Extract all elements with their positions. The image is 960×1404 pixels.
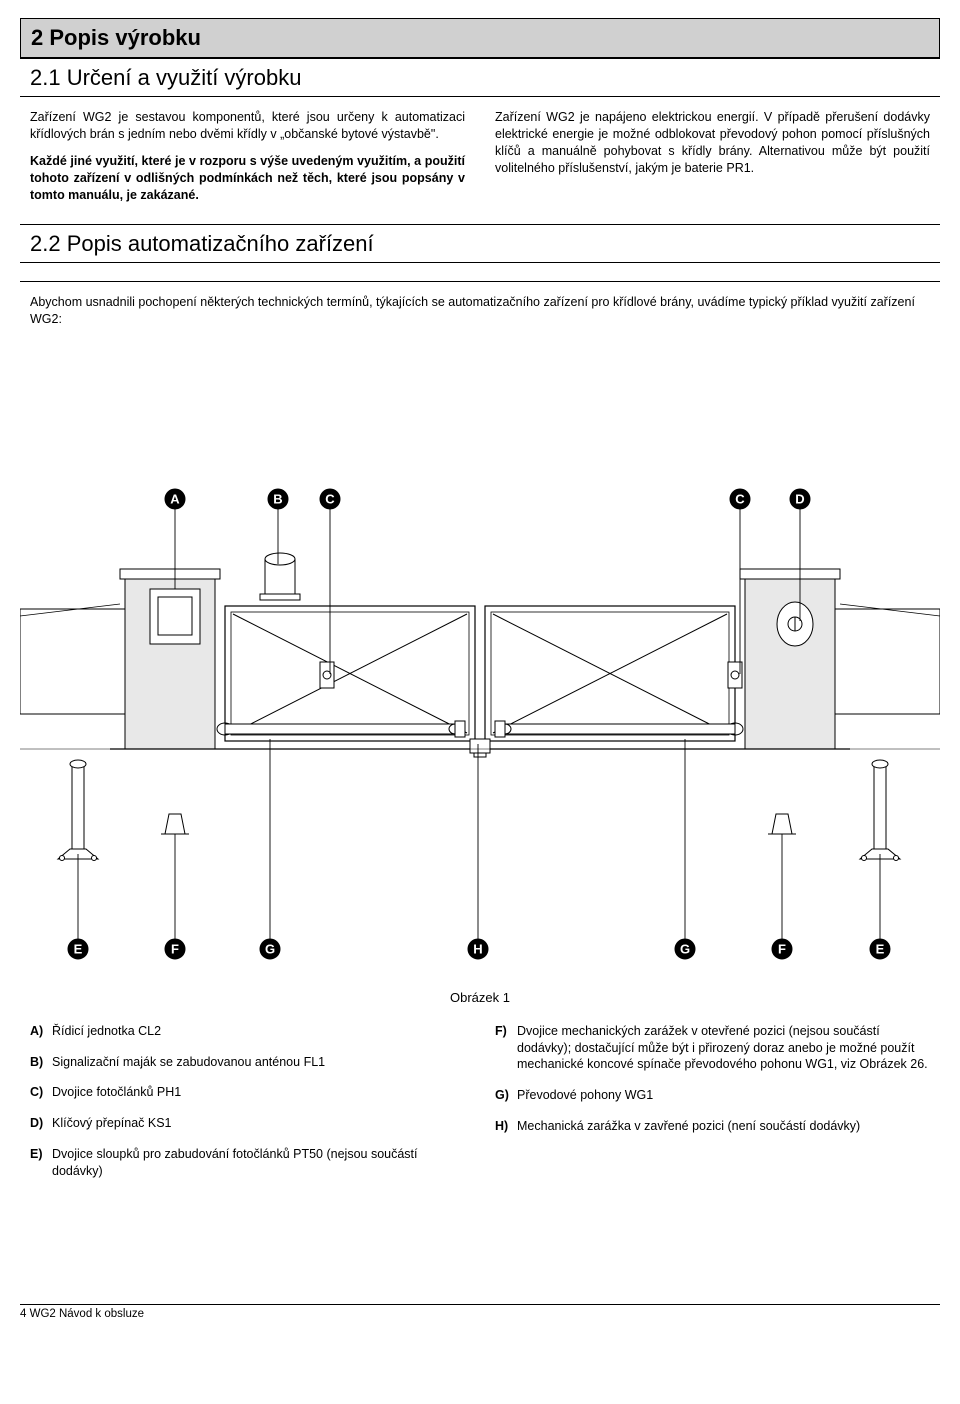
svg-text:H: H [473,942,482,957]
legend-text: Řídicí jednotka CL2 [52,1023,465,1040]
paragraph: Zařízení WG2 je napájeno elektrickou ene… [495,109,930,177]
legend-item: F)Dvojice mechanických zarážek v otevřen… [495,1023,930,1074]
svg-text:E: E [74,942,83,957]
legend-key: F) [495,1023,517,1074]
legend-item: E)Dvojice sloupků pro zabudování fotočlá… [30,1146,465,1180]
legend-text: Dvojice fotočlánků PH1 [52,1084,465,1101]
legend-text: Dvojice sloupků pro zabudování fotočlánk… [52,1146,465,1180]
legend-item: C)Dvojice fotočlánků PH1 [30,1084,465,1101]
legend-text: Dvojice mechanických zarážek v otevřené … [517,1023,930,1074]
svg-text:C: C [735,492,745,507]
figure-1: A B C C D E F G H G F E [20,344,940,984]
page-footer: 4 WG2 Návod k obsluze [20,1304,940,1323]
legend-item: G)Převodové pohony WG1 [495,1087,930,1104]
legend-key: A) [30,1023,52,1040]
figure-caption: Obrázek 1 [20,989,940,1007]
svg-text:F: F [171,942,179,957]
legend-key: C) [30,1084,52,1101]
paragraph-bold: Každé jiné využití, které je v rozporu s… [30,153,465,204]
section-heading: 2 Popis výrobku [20,18,940,58]
diagram-svg: A B C C D E F G H G F E [20,344,940,984]
svg-text:A: A [170,492,180,507]
legend-text: Klíčový přepínač KS1 [52,1115,465,1132]
two-column-block: Zařízení WG2 je sestavou komponentů, kte… [20,97,940,223]
legend-item: A)Řídicí jednotka CL2 [30,1023,465,1040]
svg-text:B: B [273,492,282,507]
legend: A)Řídicí jednotka CL2B)Signalizační majá… [20,1023,940,1194]
svg-text:D: D [795,492,804,507]
column-right: Zařízení WG2 je napájeno elektrickou ene… [495,109,930,213]
legend-item: B)Signalizační maják se zabudovanou anté… [30,1054,465,1071]
svg-text:G: G [265,942,275,957]
svg-text:C: C [325,492,335,507]
svg-text:G: G [680,942,690,957]
intro-paragraph: Abychom usnadnili pochopení některých te… [20,282,940,334]
legend-text: Signalizační maják se zabudovanou anténo… [52,1054,465,1071]
legend-key: B) [30,1054,52,1071]
legend-key: G) [495,1087,517,1104]
legend-item: D)Klíčový přepínač KS1 [30,1115,465,1132]
subsection-heading-2: 2.2 Popis automatizačního zařízení [20,224,940,264]
legend-right: F)Dvojice mechanických zarážek v otevřen… [495,1023,930,1194]
column-left: Zařízení WG2 je sestavou komponentů, kte… [30,109,465,213]
legend-key: H) [495,1118,517,1135]
legend-item: H)Mechanická zarážka v zavřené pozici (n… [495,1118,930,1135]
legend-text: Převodové pohony WG1 [517,1087,930,1104]
svg-text:F: F [778,942,786,957]
paragraph: Zařízení WG2 je sestavou komponentů, kte… [30,109,465,143]
legend-key: E) [30,1146,52,1180]
subsection-heading-1: 2.1 Určení a využití výrobku [20,58,940,98]
svg-text:E: E [876,942,885,957]
legend-key: D) [30,1115,52,1132]
legend-text: Mechanická zarážka v zavřené pozici (nen… [517,1118,930,1135]
legend-left: A)Řídicí jednotka CL2B)Signalizační majá… [30,1023,465,1194]
